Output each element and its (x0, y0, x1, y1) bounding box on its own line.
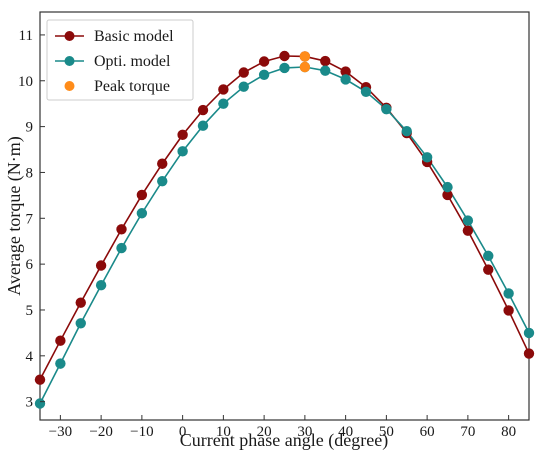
opti-model-point (421, 152, 433, 163)
opti-model-point (523, 327, 535, 339)
basic-model-point (523, 348, 535, 359)
basic-model-point (238, 67, 249, 78)
y-axis-title: Average torque (N·m) (4, 136, 25, 296)
x-tick-label: 0 (179, 424, 187, 440)
opti-model-point (381, 103, 392, 115)
opti-model-point (34, 398, 46, 409)
x-tick-label: 20 (257, 424, 272, 440)
x-axis-title: Current phase angle (degree) (180, 430, 388, 451)
x-tick-label: 50 (379, 424, 394, 440)
opti-model-point (136, 208, 148, 219)
opti-model-point (483, 250, 494, 262)
opti-model-point (116, 242, 127, 254)
y-tick-label: 7 (26, 211, 34, 227)
basic-model-point (136, 189, 148, 201)
basic-model-point (157, 158, 168, 169)
y-tick-label: 3 (26, 395, 34, 411)
y-tick-label: 8 (26, 165, 34, 181)
legend-opti-label: Opti. model (94, 53, 171, 70)
basic-model-point (34, 374, 46, 385)
legend-basic-label: Basic model (94, 28, 174, 45)
basic-model-point (320, 55, 331, 67)
basic-model-point (258, 56, 270, 67)
opti-model-point (55, 358, 66, 369)
basic-model-point (462, 225, 474, 236)
x-tick-label: 60 (420, 424, 435, 440)
basic-model-point (218, 84, 229, 95)
opti-model-point (177, 146, 188, 157)
opti-model-point (442, 181, 453, 193)
basic-model-point (279, 50, 290, 62)
opti-model-point (157, 175, 168, 187)
y-tick-label: 6 (26, 257, 34, 273)
legend: Basic model Opti. model Peak torque (46, 19, 194, 101)
basic-model-point (55, 335, 66, 346)
x-tick-label: 80 (501, 424, 516, 440)
x-tick-label: −20 (89, 424, 112, 440)
legend-peak-label: Peak torque (94, 78, 170, 95)
peak-torque-point (299, 61, 311, 73)
basic-model-point (197, 104, 209, 116)
opti-model-point (340, 74, 351, 85)
basic-model-point (177, 129, 188, 141)
legend-basic-marker (64, 31, 75, 41)
basic-model-point (442, 189, 453, 201)
y-tick-label: 4 (26, 349, 34, 365)
opti-model-point (238, 81, 249, 92)
legend-peak-marker (64, 81, 75, 91)
y-axis-ticks: 3 4 5 6 7 8 9 10 11 (18, 28, 45, 411)
opti-model-point (360, 86, 372, 97)
opti-model-point (462, 215, 474, 226)
basic-model-point (75, 297, 86, 308)
opti-model-point (258, 69, 270, 81)
opti-model-point (279, 62, 290, 74)
opti-model-point (320, 65, 331, 76)
basic-model-point (483, 264, 494, 275)
peak-torque-point (299, 51, 311, 62)
opti-model-point (95, 280, 107, 291)
basic-model-point (116, 224, 127, 235)
legend-box (46, 19, 194, 101)
peak-layer (299, 51, 311, 73)
opti-model-point (503, 288, 514, 299)
x-tick-label: −30 (49, 424, 72, 440)
x-tick-label: 40 (338, 424, 353, 440)
basic-model-point (95, 260, 107, 271)
opti-model-point (197, 120, 209, 131)
y-tick-label: 9 (26, 120, 34, 136)
legend-opti-marker (64, 56, 75, 66)
x-tick-label: −10 (130, 424, 153, 440)
opti-model-point (401, 125, 412, 137)
y-tick-label: 11 (19, 28, 33, 44)
x-tick-label: 70 (460, 424, 475, 440)
basic-model-point (340, 66, 351, 77)
opti-model-point (218, 98, 229, 109)
basic-model-point (503, 305, 514, 316)
series-layer (34, 50, 535, 409)
x-tick-label: 30 (297, 424, 312, 440)
x-tick-label: 10 (216, 424, 231, 440)
x-axis-ticks: −30 −20 −10 0 10 20 30 40 50 60 70 80 (49, 415, 516, 440)
y-tick-label: 5 (26, 303, 34, 319)
opti-model-point (75, 318, 86, 329)
y-tick-label: 10 (18, 74, 33, 90)
